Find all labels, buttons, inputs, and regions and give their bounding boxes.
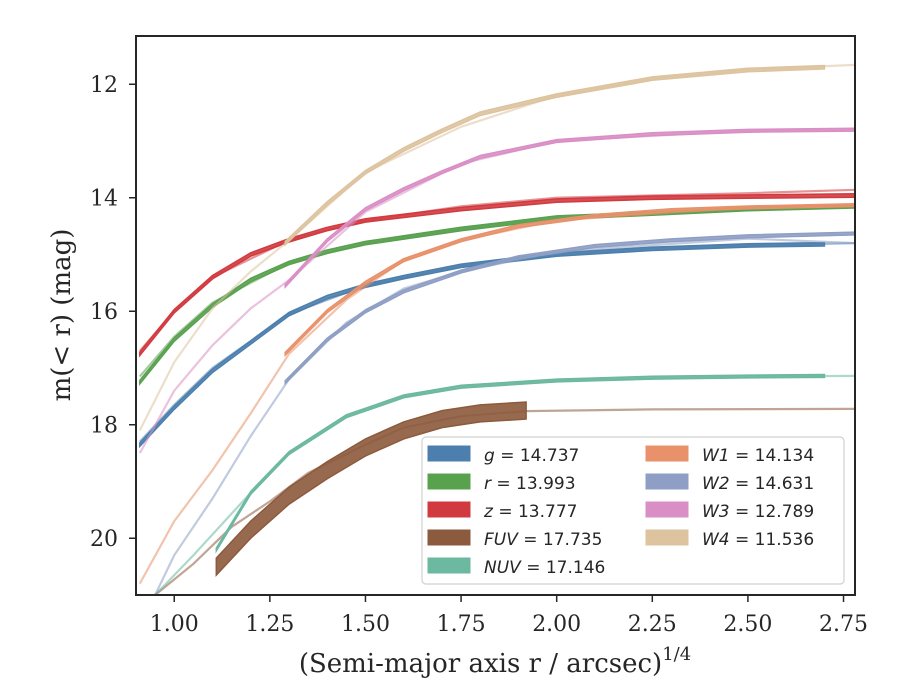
legend-swatch-z xyxy=(427,501,471,518)
series-w3-band xyxy=(284,127,855,290)
legend-label-fuv: FUV = 17.735 xyxy=(484,530,602,550)
legend-label-w1: W1 = 14.134 xyxy=(702,446,814,466)
legend-label-nuv: NUV = 17.146 xyxy=(484,558,605,578)
series-w4-band xyxy=(284,64,826,247)
x-tick-label: 1.50 xyxy=(341,612,390,637)
series-r-band xyxy=(139,203,855,387)
y-axis: 12 14 16 18 20 xyxy=(90,73,136,552)
legend-swatch-w4 xyxy=(645,529,689,546)
y-tick-label: 18 xyxy=(90,414,118,439)
x-tick-label: 2.00 xyxy=(532,612,581,637)
legend-label-w2: W2 = 14.631 xyxy=(702,474,814,494)
x-axis-label-superscript: 1/4 xyxy=(662,644,691,665)
series-fuv-band xyxy=(215,401,527,578)
series-w2-model-line xyxy=(154,237,855,595)
legend-label-w4: W4 = 11.536 xyxy=(702,530,814,550)
series-z-model-line xyxy=(138,188,855,352)
curves-layer xyxy=(138,63,855,595)
x-tick-label: 1.00 xyxy=(150,612,199,637)
series-w1-band xyxy=(284,202,855,358)
legend-swatch-nuv xyxy=(427,557,471,574)
y-tick-label: 20 xyxy=(90,527,118,552)
plot-frame xyxy=(135,35,856,596)
legend-swatch-w1 xyxy=(645,445,689,462)
series-g-band xyxy=(139,241,826,449)
x-tick-label: 2.75 xyxy=(819,612,868,637)
x-axis-label: (Semi-major axis r / arcsec)1/4 xyxy=(299,644,691,679)
series-nuv-band xyxy=(215,373,826,554)
y-tick-label: 16 xyxy=(90,300,118,325)
legend-swatch-w3 xyxy=(645,501,689,518)
legend-label-r: r = 13.993 xyxy=(484,474,576,494)
legend-label-g: g = 14.737 xyxy=(484,446,579,466)
legend-label-z: z = 13.777 xyxy=(483,502,577,522)
x-tick-label: 2.50 xyxy=(723,612,772,637)
legend-swatch-fuv xyxy=(427,529,471,546)
x-tick-label: 1.25 xyxy=(245,612,294,637)
x-axis: 1.00 1.25 1.50 1.75 2.00 2.25 2.50 2.75 xyxy=(150,595,868,637)
x-axis-label-text: (Semi-major axis r / arcsec) xyxy=(299,649,662,679)
y-axis-label: m(< r) (mag) xyxy=(47,229,77,402)
x-tick-label: 1.75 xyxy=(437,612,486,637)
x-tick-label: 2.25 xyxy=(628,612,677,637)
legend-swatch-w2 xyxy=(645,473,689,490)
y-tick-label: 14 xyxy=(90,187,118,212)
legend: g = 14.737 r = 13.993 z = 13.777 FUV = 17.7… xyxy=(421,436,845,585)
legend-swatch-g xyxy=(427,445,471,462)
legend-frame xyxy=(421,436,845,585)
series-w2-band xyxy=(284,231,855,386)
legend-label-w3: W3 = 12.789 xyxy=(702,502,814,522)
legend-swatch-r xyxy=(427,473,471,490)
y-tick-label: 12 xyxy=(90,73,118,98)
